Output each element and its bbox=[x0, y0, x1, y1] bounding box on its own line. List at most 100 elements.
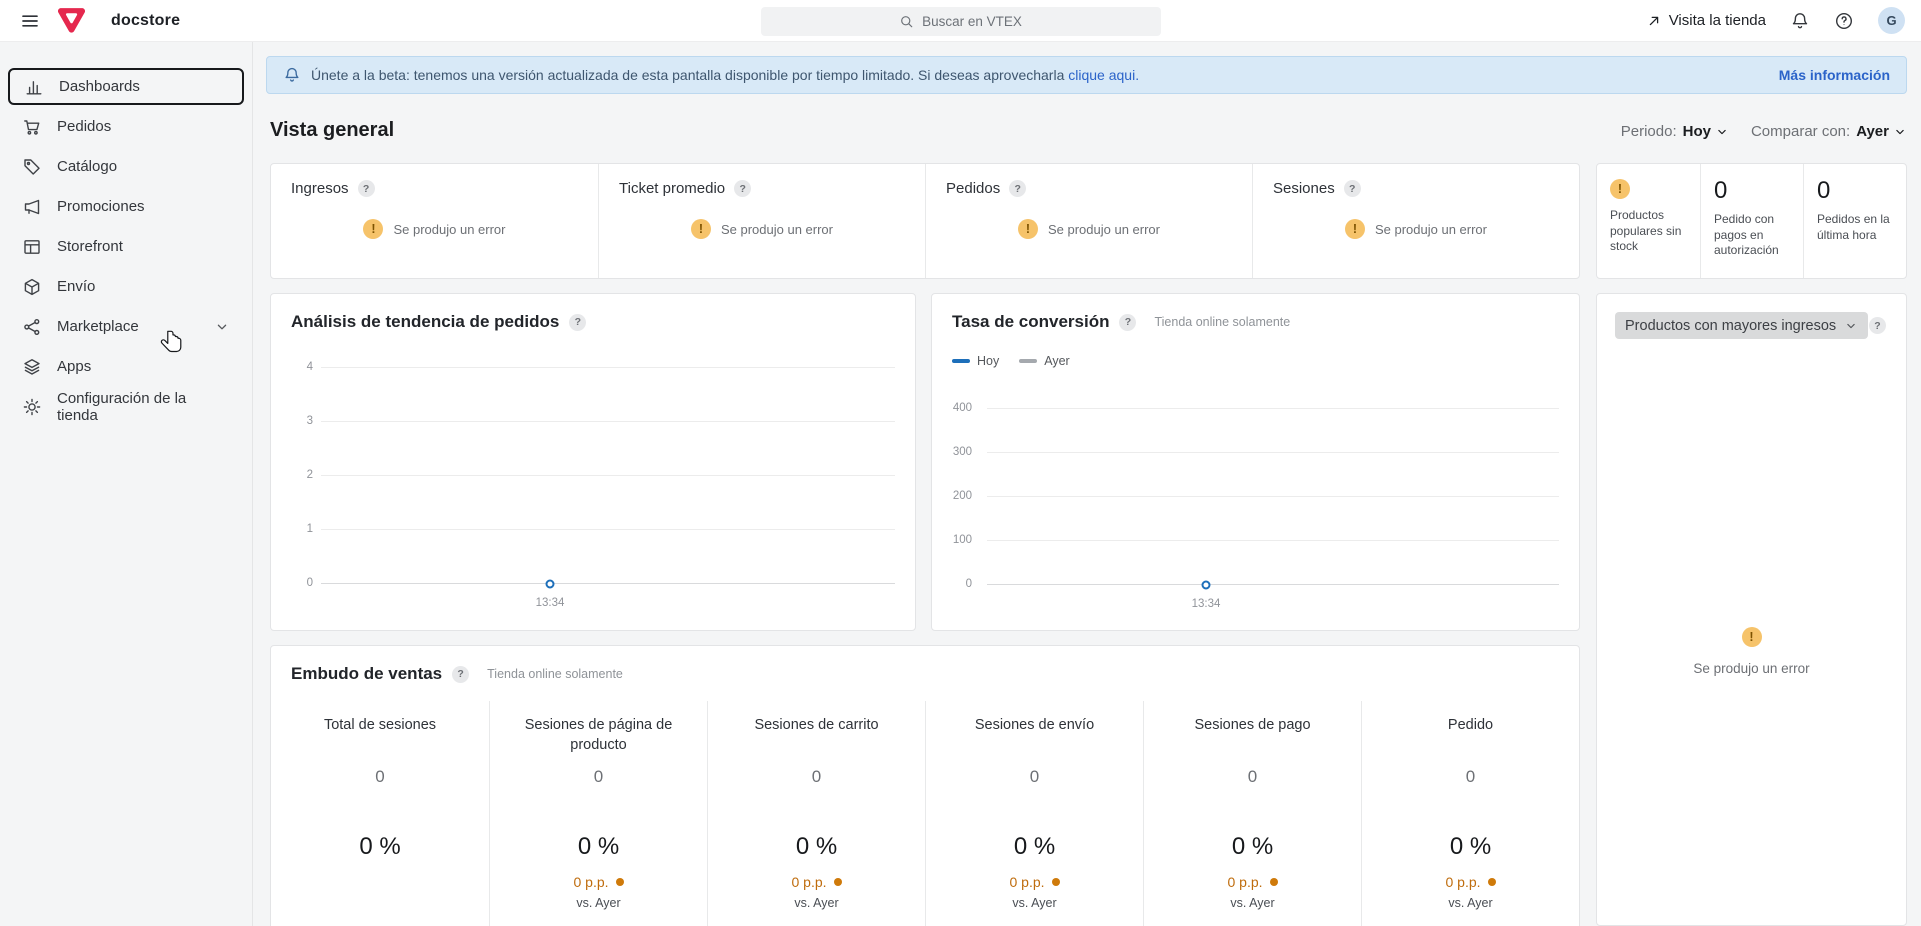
funnel-title: Embudo de ventas bbox=[291, 664, 443, 683]
data-point bbox=[1201, 580, 1211, 589]
help-badge-icon[interactable]: ? bbox=[569, 313, 587, 331]
sidebar-item-pedidos[interactable]: Pedidos bbox=[8, 108, 244, 145]
y-tick: 3 bbox=[306, 415, 313, 427]
help-badge-icon[interactable]: ? bbox=[357, 180, 375, 197]
banner-more-info-link[interactable]: Más información bbox=[1778, 67, 1890, 83]
chevron-down-icon[interactable] bbox=[214, 319, 230, 335]
compare-select[interactable]: Comparar con: Ayer bbox=[1751, 123, 1907, 140]
vtex-logo-icon[interactable] bbox=[58, 8, 85, 33]
sidebar-item-marketplace[interactable]: Marketplace bbox=[8, 308, 244, 345]
topbar-actions: Visita la tienda G bbox=[1646, 7, 1921, 34]
conversion-rate-chart: Tasa de conversión ? Tienda online solam… bbox=[931, 293, 1580, 631]
help-icon bbox=[1835, 12, 1853, 29]
funnel-subtitle: Tienda online solamente bbox=[487, 667, 623, 681]
sales-funnel: Embudo de ventas ? Tienda online solamen… bbox=[270, 645, 1580, 926]
funnel-col-pago: Sesiones de pago 0 0 % 0 p.p. vs. Ayer bbox=[1143, 701, 1361, 926]
trend-dot-icon bbox=[1051, 878, 1060, 886]
kpi-strip: Ingresos ? ! Se produjo un error Ticket p… bbox=[270, 163, 1580, 279]
external-link-icon bbox=[1649, 16, 1658, 25]
chart-title: Tasa de conversión bbox=[952, 312, 1110, 331]
gear-icon bbox=[23, 398, 41, 415]
y-tick: 0 bbox=[965, 578, 972, 590]
funnel-col-total-sesiones: Total de sesiones 0 0 % bbox=[323, 717, 437, 860]
bar-chart-icon bbox=[26, 80, 42, 94]
warning-icon: ! bbox=[1741, 627, 1762, 647]
megaphone-icon bbox=[24, 199, 40, 214]
y-tick: 2 bbox=[306, 469, 313, 481]
cart-icon bbox=[24, 119, 40, 135]
tag-icon bbox=[24, 158, 40, 175]
top-products-select[interactable]: Productos con mayores ingresos bbox=[1615, 312, 1869, 339]
funnel-col-pedido: Pedido 0 0 % 0 p.p. vs. Ayer bbox=[1361, 701, 1579, 926]
y-tick: 100 bbox=[952, 534, 972, 546]
help-badge-icon[interactable]: ? bbox=[734, 180, 752, 197]
sidebar-item-storefront[interactable]: Storefront bbox=[8, 228, 244, 265]
bell-icon bbox=[1792, 12, 1808, 28]
search-input[interactable]: Buscar en VTEX bbox=[760, 7, 1161, 36]
legend-swatch-ayer bbox=[1019, 359, 1038, 363]
warning-icon: ! bbox=[690, 219, 711, 239]
y-tick: 1 bbox=[306, 523, 313, 535]
page-title: Vista general bbox=[270, 119, 395, 141]
sidebar-item-dashboards[interactable]: Dashboards bbox=[8, 68, 244, 105]
beta-banner: Únete a la beta: tenemos una versión act… bbox=[266, 56, 1907, 94]
sidebar: Dashboards Pedidos Catálogo Promociones … bbox=[0, 42, 253, 926]
trend-dot-icon bbox=[833, 878, 842, 886]
warning-icon: ! bbox=[363, 219, 384, 239]
warning-icon: ! bbox=[1610, 179, 1630, 199]
stat-pedidos-ultima-hora: 0 Pedidos en la última hora bbox=[1803, 164, 1906, 278]
help-button[interactable] bbox=[1834, 11, 1854, 31]
chevron-down-icon bbox=[1847, 323, 1855, 328]
help-badge-icon[interactable]: ? bbox=[1119, 313, 1137, 331]
kpi-sesiones: Sesiones ? ! Se produjo un error bbox=[1252, 164, 1579, 278]
help-badge-icon[interactable]: ? bbox=[452, 665, 470, 683]
share-icon bbox=[24, 318, 40, 335]
sidebar-item-apps[interactable]: Apps bbox=[8, 348, 244, 385]
visit-store-link[interactable]: Visita la tienda bbox=[1646, 12, 1766, 29]
bell-icon bbox=[285, 67, 299, 82]
chart-subtitle: Tienda online solamente bbox=[1154, 315, 1291, 329]
trend-dot-icon bbox=[615, 878, 624, 886]
help-badge-icon[interactable]: ? bbox=[1869, 317, 1886, 334]
legend-swatch-hoy bbox=[952, 359, 970, 363]
funnel-col-envio: Sesiones de envío 0 0 % 0 p.p. vs. Ayer bbox=[925, 701, 1143, 926]
funnel-col-carrito: Sesiones de carrito 0 0 % 0 p.p. vs. Aye… bbox=[707, 701, 925, 926]
data-point bbox=[545, 579, 555, 588]
stat-pedidos-autorizacion: 0 Pedido con pagos en autorización bbox=[1700, 164, 1803, 278]
funnel-col-pagina-producto: Sesiones de página de producto 0 0 % 0 p… bbox=[489, 701, 707, 926]
avatar[interactable]: G bbox=[1878, 7, 1905, 34]
orders-trend-chart: Análisis de tendencia de pedidos ? 4 3 2… bbox=[270, 293, 916, 631]
help-badge-icon[interactable]: ? bbox=[1009, 180, 1027, 197]
products-error: ! Se produjo un error bbox=[1597, 627, 1906, 676]
layout-icon bbox=[24, 239, 40, 254]
y-tick: 200 bbox=[952, 490, 972, 502]
x-tick: 13:34 bbox=[535, 597, 565, 609]
top-products-panel: Productos con mayores ingresos ? ! Se pr… bbox=[1596, 293, 1907, 926]
help-badge-icon[interactable]: ? bbox=[1343, 180, 1361, 197]
y-tick: 0 bbox=[306, 577, 313, 589]
y-tick: 300 bbox=[952, 446, 972, 458]
banner-message: Únete a la beta: tenemos una versión act… bbox=[311, 67, 1140, 83]
warning-icon: ! bbox=[1344, 219, 1365, 239]
x-tick: 13:34 bbox=[1191, 598, 1221, 610]
trend-dot-icon bbox=[1269, 878, 1278, 886]
mini-stats: ! Productos populares sin stock 0 Pedido… bbox=[1596, 163, 1907, 279]
search-icon bbox=[901, 16, 913, 28]
sidebar-item-catalogo[interactable]: Catálogo bbox=[8, 148, 244, 185]
package-icon bbox=[24, 278, 40, 295]
chevron-down-icon bbox=[1896, 129, 1904, 134]
period-select[interactable]: Periodo: Hoy bbox=[1621, 123, 1729, 140]
trend-dot-icon bbox=[1487, 878, 1496, 886]
sidebar-item-envio[interactable]: Envío bbox=[8, 268, 244, 305]
chart-legend: Hoy Ayer bbox=[952, 354, 1070, 368]
banner-link[interactable]: clique aqui. bbox=[1068, 67, 1140, 83]
notifications-button[interactable] bbox=[1790, 11, 1810, 31]
kpi-pedidos: Pedidos ? ! Se produjo un error bbox=[925, 164, 1252, 278]
sidebar-item-promociones[interactable]: Promociones bbox=[8, 188, 244, 225]
account-name: docstore bbox=[111, 11, 181, 29]
period-controls: Periodo: Hoy Comparar con: Ayer bbox=[1621, 123, 1907, 140]
kpi-ticket-promedio: Ticket promedio ? ! Se produjo un error bbox=[598, 164, 925, 278]
sidebar-item-configuracion[interactable]: Configuración de la tienda bbox=[8, 388, 244, 425]
menu-icon[interactable] bbox=[16, 7, 44, 35]
